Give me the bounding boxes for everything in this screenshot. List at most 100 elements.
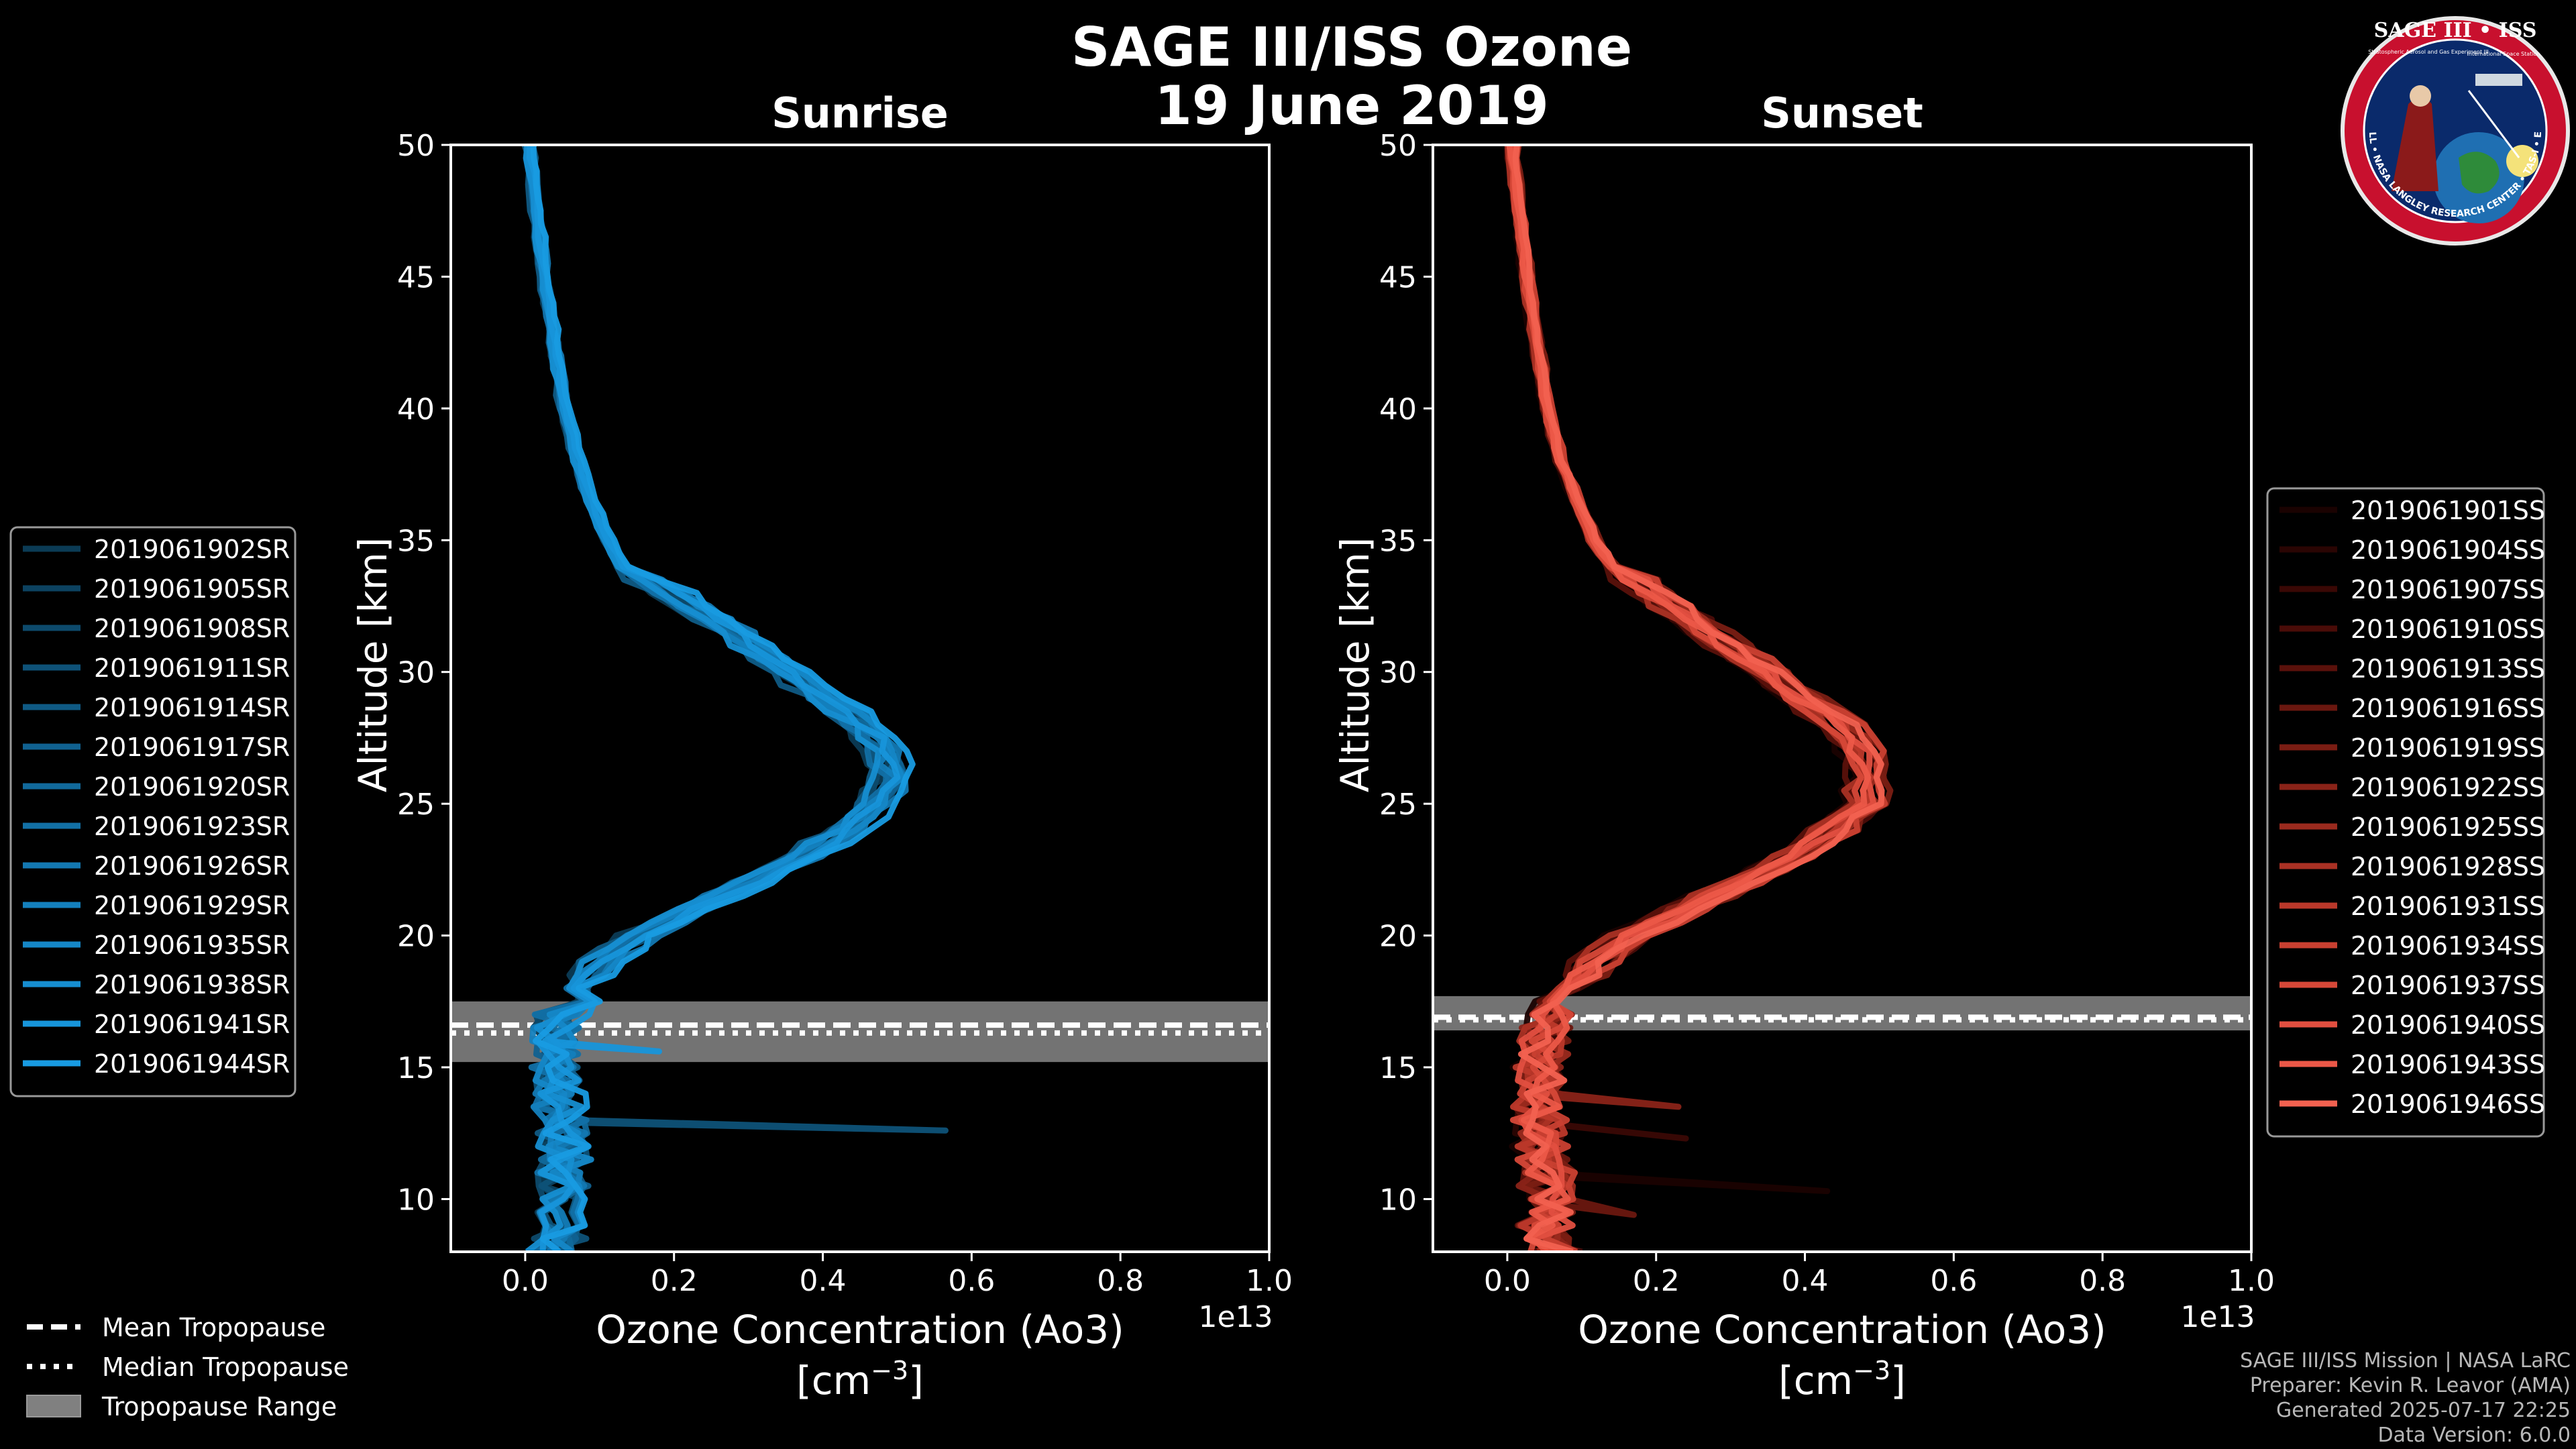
legend-entry: 2019061931SS [2351,892,2545,921]
legend-entry: 2019061919SS [2351,733,2545,763]
x-axis-label: Ozone Concentration (Ao3) [1578,1307,2106,1352]
x-axis-units: [cm−3] [1778,1356,1906,1403]
legend-entry: 2019061913SS [2351,654,2545,684]
logo-inner-right-text: International Space Station [2467,51,2540,57]
y-tick-label: 15 [1379,1051,1417,1085]
logo-top-text: SAGE III • ISS [2374,19,2537,42]
legend-entry: 2019061904SS [2351,535,2545,565]
credit-line-3: Generated 2025-07-17 22:25 [2276,1399,2571,1422]
legend-entry: 2019061922SS [2351,773,2545,802]
y-tick-label: 50 [397,129,435,163]
y-tick-label: 30 [1379,656,1417,690]
x-tick-label: 0.4 [800,1264,847,1298]
x-tick-label: 0.2 [651,1264,698,1298]
legend-entry: 2019061905SR [94,574,290,604]
x-tick-label: 0.8 [2079,1264,2126,1298]
legend-entry: 2019061937SS [2351,971,2545,1000]
legend-entry: 2019061901SS [2351,496,2545,525]
legend-entry: 2019061907SS [2351,575,2545,604]
x-offset-label: 1e13 [2180,1300,2255,1334]
legend-entry: 2019061926SR [94,851,290,881]
mean-tropopause-label: Mean Tropopause [102,1313,325,1342]
y-tick-label: 40 [397,392,435,427]
y-tick-label: 50 [1379,129,1417,163]
legend-box [9,526,297,1097]
legend-box [2266,487,2545,1138]
x-tick-label: 0.0 [1484,1264,1531,1298]
y-tick-label: 25 [1379,788,1417,822]
x-axis-label: Ozone Concentration (Ao3) [596,1307,1124,1352]
y-tick-label: 45 [397,260,435,294]
legend-entry: 2019061946SS [2351,1089,2545,1119]
tropopause-range-label: Tropopause Range [101,1392,337,1421]
logo-beam [2467,90,2520,158]
legend-entry: 2019061916SS [2351,694,2545,723]
logo-continent [2459,152,2500,194]
legend-entry: 2019061920SR [94,772,290,802]
plot-area [1433,145,2251,1252]
panel-title: Sunset [1761,89,1923,138]
y-tick-label: 25 [397,788,435,822]
legend-entry: 2019061923SR [94,812,290,841]
credit-line-2: Preparer: Kevin R. Leavor (AMA) [2250,1374,2571,1397]
legend-entry: 2019061935SR [94,930,290,960]
tropopause-range-swatch [26,1395,81,1417]
legend-entry: 2019061902SR [94,535,290,564]
sage-iii-iss-logo: SAGE III • ISS BALL • NASA LANGLEY RESEA… [2341,16,2570,246]
x-tick-label: 0.4 [1782,1264,1829,1298]
legend-entry: 2019061944SR [94,1049,290,1079]
y-axis-label: Altitude [km] [1332,537,1378,792]
tropopause-legend: Mean Tropopause Median Tropopause Tropop… [26,1313,349,1421]
panel-title: Sunrise [771,89,949,138]
plot-area [451,145,1269,1252]
median-tropopause-label: Median Tropopause [102,1352,349,1382]
legend-entry: 2019061914SR [94,693,290,722]
x-tick-label: 0.8 [1097,1264,1144,1298]
sunrise-legend: 2019061902SR 2019061905SR 2019061908SR 2019… [9,526,297,1097]
legend-entry: 2019061934SS [2351,931,2545,961]
figure-title-line1: SAGE III/ISS Ozone [1071,16,1632,78]
y-tick-label: 35 [397,524,435,558]
logo-scientist-head [2410,85,2431,107]
profile-lines [521,145,949,1252]
legend-entry: 2019061925SS [2351,812,2545,842]
y-axis-label: Altitude [km] [350,537,396,792]
credit-line-4: Data Version: 6.0.0 [2378,1424,2571,1447]
profile-lines [1503,145,1894,1252]
legend-entry: 2019061940SS [2351,1010,2545,1040]
x-tick-label: 0.6 [948,1264,995,1298]
y-tick-label: 45 [1379,260,1417,294]
legend-entry: 2019061943SS [2351,1050,2545,1079]
x-axis-units: [cm−3] [796,1356,924,1403]
x-offset-label: 1e13 [1198,1300,1273,1334]
credits: SAGE III/ISS Mission | NASA LaRC Prepare… [2240,1349,2571,1447]
plot-frame [1432,144,2253,1253]
x-tick-label: 1.0 [1246,1264,1293,1298]
x-tick-label: 0.2 [1633,1264,1680,1298]
sunset-panel: 0.0 0.2 0.4 0.6 0.8 1.0 10 15 20 25 30 35 40 45 50 1e13… [1332,89,2275,1403]
legend-entry: 2019061917SR [94,733,290,762]
y-tick-label: 20 [1379,920,1417,954]
figure-title-line2: 19 June 2019 [1155,74,1549,137]
y-tick-label: 40 [1379,392,1417,427]
legend-entry: 2019061910SS [2351,614,2545,644]
legend-entry: 2019061908SR [94,614,290,643]
plot-frame [449,144,1271,1253]
sunrise-panel: 0.0 0.2 0.4 0.6 0.8 1.0 10 15 20 25 30 35 40 45 50 1e13… [350,89,1293,1403]
sunset-legend: 2019061901SS 2019061904SS 2019061907SS 2019… [2266,487,2545,1138]
y-tick-label: 20 [397,920,435,954]
legend-entry: 2019061941SR [94,1010,290,1039]
logo-station [2475,74,2522,86]
y-tick-label: 10 [397,1183,435,1217]
legend-entry: 2019061928SS [2351,852,2545,881]
x-tick-label: 0.0 [502,1264,549,1298]
credit-line-1: SAGE III/ISS Mission | NASA LaRC [2240,1349,2571,1373]
y-tick-label: 15 [397,1051,435,1085]
x-tick-label: 1.0 [2228,1264,2275,1298]
y-tick-label: 35 [1379,524,1417,558]
profile-2019061944SR [530,145,916,1252]
logo-scientist-figure [2392,97,2438,191]
legend-entry: 2019061929SR [94,891,290,920]
x-tick-label: 0.6 [1930,1264,1977,1298]
